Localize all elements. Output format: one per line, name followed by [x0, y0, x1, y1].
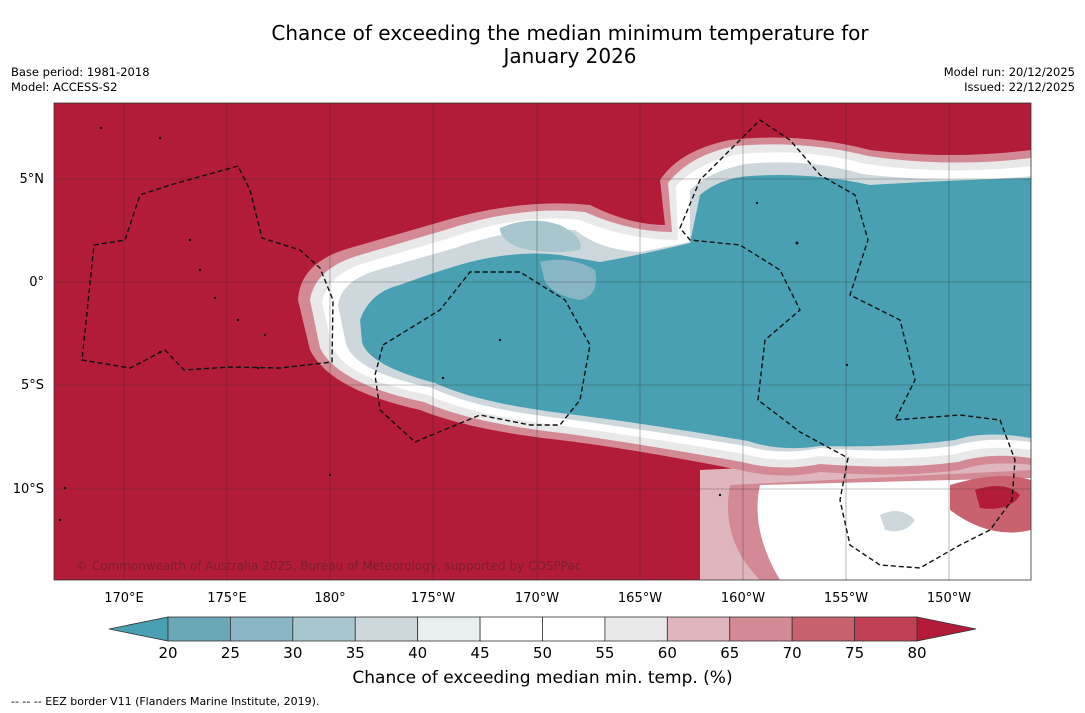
- colorbar-tick-label: 20: [158, 644, 177, 662]
- colorbar-cell: [167, 616, 231, 642]
- colorbar-cell: [292, 616, 356, 642]
- lon-label-150w: 150°W: [927, 591, 971, 606]
- colorbar-tick-label: 75: [845, 644, 864, 662]
- colorbar-tick-label: 25: [221, 644, 240, 662]
- eez-borders: [81, 119, 1016, 569]
- eez-phoenix-islands: [374, 271, 591, 443]
- lon-label-155w: 155°W: [824, 591, 868, 606]
- colorbar-cell: [604, 616, 668, 642]
- island-markers: [58, 126, 849, 522]
- chart-title: Chance of exceeding the median minimum t…: [0, 22, 1085, 68]
- lon-label-175w: 175°W: [411, 591, 455, 606]
- southeast-high-core: [975, 486, 1020, 509]
- colorbar-cell: [729, 616, 793, 642]
- colorbar-cell: [666, 616, 731, 642]
- meta-right: Model run: 20/12/2025 Issued: 22/12/2025: [944, 65, 1075, 95]
- colorbar-tick-label: 65: [720, 644, 739, 662]
- southeast-cool-patch: [880, 511, 915, 532]
- eez-line-islands: [679, 119, 1016, 569]
- lon-label-170w: 170°W: [515, 591, 559, 606]
- colorbar-cell: [854, 616, 918, 642]
- copyright-text: © Commonwealth of Australia 2025, Bureau…: [76, 559, 581, 573]
- colorbar-cell: [230, 616, 294, 642]
- lat-label-10s: 10°S: [13, 482, 44, 497]
- lon-label-180: 180°: [314, 591, 345, 606]
- title-line-1: Chance of exceeding the median minimum t…: [271, 21, 869, 45]
- colorbar-under-triangle: [108, 616, 169, 642]
- colorbar-cell: [479, 616, 543, 642]
- colorbar-tick-label: 80: [907, 644, 926, 662]
- colorbar-over-triangle: [916, 616, 977, 642]
- colorbar-cell: [791, 616, 855, 642]
- colorbar-tick-label: 30: [283, 644, 302, 662]
- low-chance-core: [360, 175, 1031, 449]
- colorbar-tick-label: 70: [783, 644, 802, 662]
- colorbar-tick-label: 45: [471, 644, 490, 662]
- map-area: [54, 103, 1031, 580]
- colorbar-cell: [354, 616, 419, 642]
- meta-left: Base period: 1981-2018 Model: ACCESS-S2: [11, 65, 150, 95]
- lon-label-175e: 175°E: [207, 591, 247, 606]
- colorbar-tick-label: 40: [408, 644, 427, 662]
- colorbar-cell: [542, 616, 606, 642]
- gridlines: [54, 103, 1031, 580]
- lat-label-5n: 5°N: [20, 172, 45, 187]
- model-run: Model run: 20/12/2025: [943, 65, 1075, 79]
- colorbar-tick-label: 50: [533, 644, 552, 662]
- colorbar-tick-label: 60: [658, 644, 677, 662]
- colorbar-label: Chance of exceeding median min. temp. (%…: [352, 668, 733, 688]
- title-line-2: January 2026: [503, 44, 637, 68]
- eez-legend: -- -- -- EEZ border V11 (Flanders Marine…: [11, 695, 320, 708]
- map-frame: [53, 102, 1032, 581]
- colorbar-tick-label: 55: [595, 644, 614, 662]
- issued-date: Issued: 22/12/2025: [964, 80, 1075, 94]
- lat-label-0: 0°: [29, 275, 44, 290]
- colorbar-cell: [417, 616, 481, 642]
- model-name: Model: ACCESS-S2: [11, 80, 118, 94]
- base-period: Base period: 1981-2018: [11, 65, 150, 79]
- lon-label-170e: 170°E: [104, 591, 144, 606]
- lon-label-160w: 160°W: [721, 591, 765, 606]
- cool-patch-north: [500, 220, 581, 253]
- eez-kiribati-gilberts: [81, 165, 334, 371]
- cool-patch-center: [540, 259, 596, 300]
- lon-label-165w: 165°W: [618, 591, 662, 606]
- colorbar: 20 25 30 35 40 45 50 55 60 65 70 75 80: [108, 616, 977, 662]
- colorbar-tick-label: 35: [346, 644, 365, 662]
- lat-label-5s: 5°S: [21, 378, 44, 393]
